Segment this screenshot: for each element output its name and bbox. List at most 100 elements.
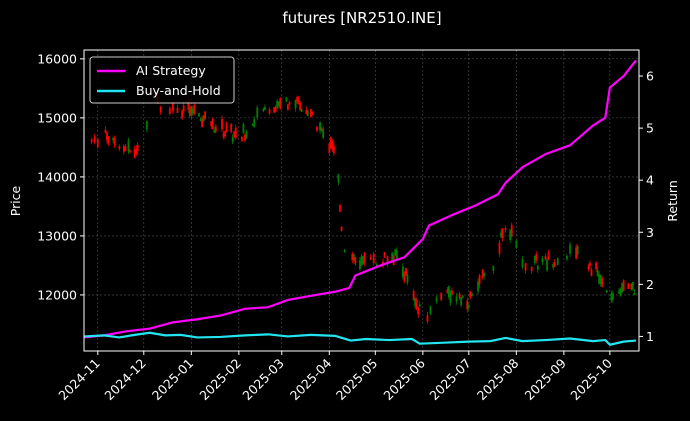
- price-candle: [466, 297, 469, 313]
- price-candle: [93, 133, 96, 145]
- candle-body: [541, 258, 544, 263]
- candle-body: [104, 129, 107, 133]
- y2-tick-label: 1: [646, 329, 654, 344]
- price-candle: [230, 122, 233, 134]
- candle-body: [202, 115, 205, 121]
- candle-body: [587, 266, 590, 270]
- candle-body: [264, 106, 266, 110]
- candle-body: [375, 264, 378, 268]
- candle-body: [352, 253, 355, 261]
- price-candle: [598, 271, 601, 285]
- candle-body: [337, 173, 340, 183]
- candle-body: [386, 256, 389, 264]
- y-tick-label: 16000: [37, 51, 77, 66]
- price-candle: [619, 287, 622, 297]
- candle-body: [339, 205, 341, 212]
- price-candle: [354, 256, 357, 266]
- candle-body: [483, 273, 486, 277]
- price-candle: [633, 289, 636, 296]
- price-candle: [359, 256, 361, 271]
- price-candle: [287, 104, 289, 112]
- price-candle: [106, 131, 108, 144]
- y2-tick-label: 3: [646, 225, 654, 240]
- candle-body: [340, 226, 343, 231]
- price-candle: [112, 136, 115, 144]
- candle-body: [440, 292, 443, 301]
- price-candle: [328, 142, 331, 154]
- candle-body: [306, 110, 309, 116]
- price-candle: [96, 137, 99, 149]
- candle-body: [214, 126, 217, 132]
- candle-body: [566, 255, 568, 260]
- candle-body: [297, 98, 300, 105]
- price-candle: [627, 282, 630, 290]
- candle-body: [556, 258, 559, 265]
- price-candle: [340, 226, 343, 232]
- candle-body: [535, 254, 538, 261]
- price-candle: [596, 267, 599, 277]
- price-candle: [322, 125, 325, 139]
- candle-body: [133, 149, 136, 159]
- candle-body: [145, 121, 148, 130]
- candle-body: [536, 265, 539, 270]
- candle-body: [369, 256, 372, 260]
- candle-body: [391, 252, 394, 261]
- candle-body: [285, 97, 288, 101]
- candle-body: [305, 109, 308, 114]
- price-candle: [233, 130, 236, 139]
- price-candle: [311, 111, 314, 116]
- price-candle: [273, 106, 276, 113]
- price-candle: [509, 228, 512, 243]
- price-candle: [118, 144, 121, 152]
- candle-body: [395, 250, 398, 260]
- price-candle: [440, 292, 443, 301]
- candle-body: [403, 272, 406, 282]
- candle-body: [610, 293, 613, 301]
- price-candle: [481, 269, 484, 280]
- price-candle: [124, 143, 127, 152]
- candle-body: [589, 262, 591, 266]
- price-candle: [394, 248, 397, 256]
- y-axis-title-left: Price: [8, 185, 23, 216]
- price-candle: [242, 122, 245, 134]
- plot-frame: [83, 49, 640, 352]
- price-candle: [122, 144, 125, 155]
- candle-body: [127, 140, 130, 152]
- price-candle: [447, 285, 450, 300]
- candle-body: [276, 101, 279, 108]
- price-candle: [461, 295, 464, 299]
- price-candle: [262, 107, 265, 113]
- price-candle: [498, 240, 501, 257]
- candlestick-series: [90, 92, 636, 325]
- candle-body: [279, 98, 282, 109]
- price-candle: [182, 102, 185, 114]
- candle-body: [618, 290, 620, 294]
- y2-tick-label: 5: [646, 121, 654, 136]
- candle-body: [533, 256, 536, 264]
- candle-body: [500, 232, 502, 237]
- price-candle: [145, 120, 148, 133]
- price-candle: [299, 100, 302, 111]
- price-candle: [469, 290, 472, 300]
- price-candle: [575, 244, 578, 260]
- candle-body: [546, 259, 548, 271]
- candle-body: [590, 269, 593, 276]
- price-candle: [251, 123, 254, 126]
- candle-body: [412, 290, 415, 301]
- price-candle: [595, 260, 597, 272]
- price-candle: [277, 100, 280, 109]
- price-candle: [127, 137, 130, 155]
- candle-body: [417, 308, 420, 315]
- price-candle: [470, 291, 473, 297]
- price-candle: [90, 137, 93, 144]
- candle-body: [287, 104, 289, 110]
- candle-body: [201, 118, 203, 127]
- price-candle: [268, 107, 271, 116]
- price-candle: [362, 255, 364, 265]
- candle-body: [231, 136, 234, 143]
- candle-body: [90, 139, 93, 143]
- candle-body: [135, 148, 138, 155]
- price-candle: [477, 278, 479, 295]
- price-candle: [483, 272, 486, 280]
- price-candle: [621, 282, 624, 294]
